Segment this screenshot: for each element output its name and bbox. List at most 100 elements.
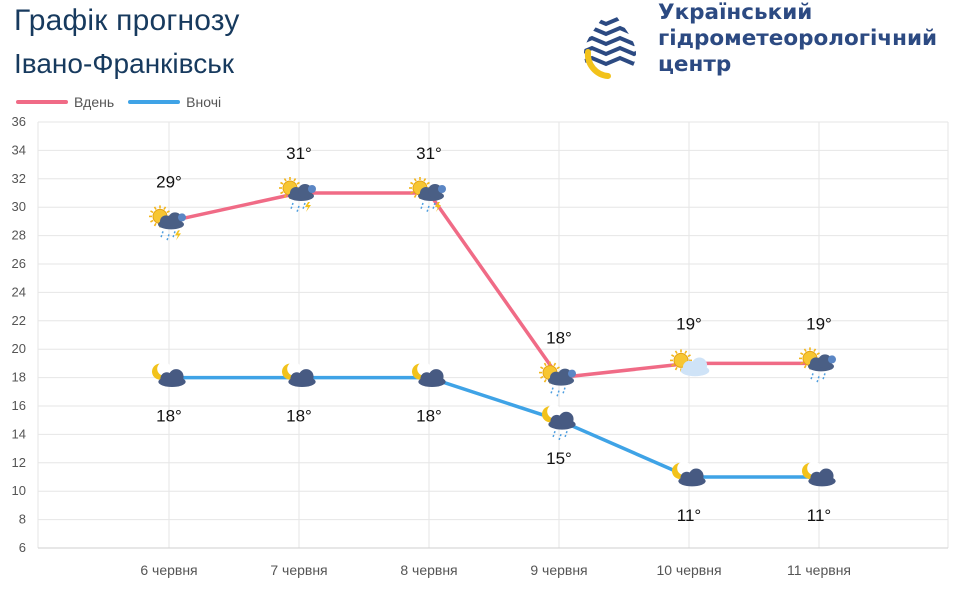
rain-drop [822,373,826,380]
cloud-part [178,213,186,222]
y-tick-label: 14 [12,426,26,441]
y-tick-label: 32 [12,171,26,186]
rain-drop [550,387,554,394]
moon-shadow [547,404,561,419]
rain-drop [302,202,306,210]
sun-ray [293,178,297,182]
legend-item-day[interactable]: Вдень [16,94,114,110]
y-tick-label: 10 [12,483,26,498]
sun-ray [671,363,675,367]
moon-cloud-icon [802,461,836,487]
y-tick-label: 28 [12,228,26,243]
moon-shadow [677,461,691,476]
x-tick-label: 10 червня [656,562,721,578]
sun-ray [280,181,284,185]
y-tick-label: 18 [12,370,26,385]
moon-shadow [807,461,821,476]
night-series-line [169,375,819,479]
rain-drop [172,231,176,238]
cloud-part [298,369,314,384]
rain-drop [426,205,430,213]
sun-ray [166,210,170,214]
sun-ray [163,206,167,210]
y-tick-label: 12 [12,455,26,470]
city-name: Івано-Франківськ [14,48,235,79]
x-tick-label: 8 червня [400,562,457,578]
sun-ray [687,354,691,358]
day-value-label: 31° [416,144,442,163]
y-tick-label: 26 [12,256,26,271]
sun-ray [413,194,417,198]
y-tick-label: 16 [12,398,26,413]
organization-name: Український гідрометеорологічний центр [658,0,937,78]
sun-ray [556,366,560,370]
sun-ray [800,361,804,365]
sun-ray [540,375,544,379]
day-value-label: 29° [156,172,182,191]
y-tick-label: 20 [12,341,26,356]
legend-item-night[interactable]: Вночі [128,94,221,110]
sun-ray [413,178,417,182]
rain-drop [816,376,820,383]
sun-ray [816,352,820,356]
org-line-2: гідрометеорологічний [658,26,938,51]
rain-drop [558,433,562,441]
sun-ray [553,362,557,367]
sun-ray [543,379,547,383]
chart-title: Графік прогнозу [14,4,240,37]
night-value-label: 18° [416,407,442,426]
sun-ray [280,191,284,195]
sun-ray [803,364,807,369]
rain-drop [556,390,560,397]
rain-drop [564,430,568,438]
sun-ray [543,362,547,367]
org-line-3: центр [658,52,732,77]
sun-ray [283,194,287,198]
y-tick-label: 34 [12,142,26,157]
lightning-bolt [435,202,441,212]
day-value-label: 31° [286,144,312,163]
moon-shadow [417,362,431,376]
sun-ray [283,178,287,182]
legend-label-day: Вдень [74,94,115,110]
rain-drop [552,430,556,438]
rain-drop [160,231,164,238]
org-line-1: Український [658,0,813,25]
moon-cloud-icon [282,362,316,387]
rain-drop [562,387,566,394]
sun-ray [153,206,157,210]
water-drop-logo-icon [584,6,636,80]
sun-cloud-rain-icon [799,347,836,383]
sun-ray [671,354,675,358]
sun-ray [410,181,414,185]
sun-ray [803,348,807,352]
night-value-label: 15° [546,449,572,468]
night-value-label: 11° [807,506,831,525]
x-tick-label: 11 червня [787,562,851,578]
rain-drop [296,205,300,213]
cloud-part [558,411,574,427]
moon-cloud-icon [152,362,186,387]
sun-cloud-rain-thunder-icon [149,205,186,241]
cloud-part [818,468,834,484]
sun-ray [150,210,154,214]
y-tick-label: 24 [12,284,26,299]
sun-ray [410,191,414,195]
sun-ray [296,181,300,185]
x-tick-label: 7 червня [270,562,327,578]
day-series-line [168,191,819,380]
sun-cloud-rain-thunder-icon [279,177,316,213]
rain-drop [420,202,424,210]
rain-drop [432,202,436,210]
day-value-label: 19° [806,314,832,333]
moon-shadow [157,362,171,376]
sun-ray [800,352,804,356]
y-tick-label: 30 [12,199,26,214]
sun-cloud-rain-icon [539,361,576,397]
moon-cloud-icon [412,362,446,387]
y-tick-label: 22 [12,313,26,328]
legend-swatch-night [128,100,181,104]
sun-cloud-rain-thunder-icon [409,177,446,213]
sun-ray [540,366,544,370]
